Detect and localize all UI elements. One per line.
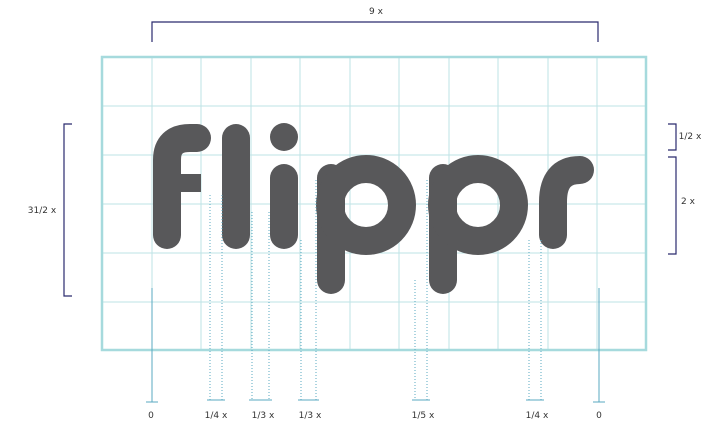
bottom-label: 0: [148, 411, 154, 421]
right-bottom-bracket: [668, 156, 677, 255]
top-bracket: [151, 21, 599, 42]
bottom-label: 1/3 x: [299, 411, 322, 421]
guide-lines: [146, 180, 605, 403]
left-height-label: 31/2 x: [28, 206, 57, 216]
bottom-label: 1/4 x: [526, 411, 549, 421]
flippr-logo: [153, 123, 594, 294]
right-top-bracket: [668, 123, 677, 151]
bottom-label: 1/3 x: [252, 411, 275, 421]
bottom-label: 1/4 x: [205, 411, 228, 421]
grid-frame: [100, 55, 648, 352]
bottom-label: 0: [596, 411, 602, 421]
bottom-label: 1/5 x: [412, 411, 435, 421]
right-bottom-label: 2 x: [681, 197, 696, 207]
dimension-brackets: [63, 21, 677, 297]
right-top-label: 1/2 x: [679, 132, 702, 142]
top-width-label: 9 x: [369, 7, 384, 17]
left-bracket: [63, 123, 72, 297]
